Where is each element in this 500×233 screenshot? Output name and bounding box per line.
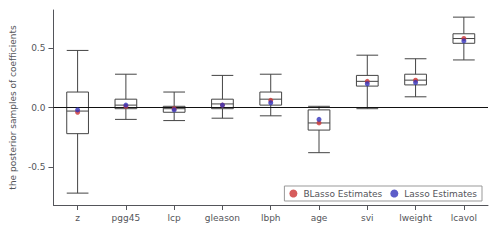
svg-text:Lasso Estimates: Lasso Estimates bbox=[404, 189, 477, 199]
svg-text:lcp: lcp bbox=[168, 213, 181, 223]
svg-text:lcavol: lcavol bbox=[451, 213, 477, 223]
svg-text:z: z bbox=[75, 213, 80, 223]
svg-text:pgg45: pgg45 bbox=[112, 213, 141, 223]
svg-text:svi: svi bbox=[361, 213, 374, 223]
svg-text:gleason: gleason bbox=[205, 213, 240, 223]
svg-text:0.0: 0.0 bbox=[31, 103, 46, 113]
svg-text:0.5: 0.5 bbox=[31, 43, 45, 53]
svg-text:-0.5: -0.5 bbox=[28, 162, 46, 172]
svg-text:lbph: lbph bbox=[261, 213, 281, 223]
svg-text:age: age bbox=[311, 213, 328, 223]
svg-text:BLasso Estimates: BLasso Estimates bbox=[303, 189, 382, 199]
svg-text:the posterior samples of coeff: the posterior samples of coefficients bbox=[8, 25, 18, 190]
svg-text:lweight: lweight bbox=[399, 213, 432, 223]
